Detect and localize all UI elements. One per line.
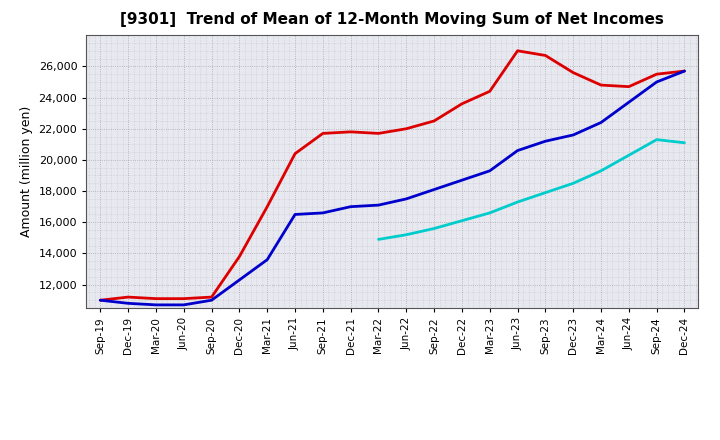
5 Years [235, 277, 243, 282]
3 Years [96, 297, 104, 303]
3 Years [263, 204, 271, 209]
3 Years [346, 129, 355, 135]
5 Years [569, 132, 577, 138]
5 Years [374, 202, 383, 208]
3 Years [179, 296, 188, 301]
3 Years [430, 118, 438, 124]
3 Years [624, 84, 633, 89]
3 Years [485, 89, 494, 94]
5 Years [346, 204, 355, 209]
5 Years [485, 168, 494, 173]
5 Years [597, 120, 606, 125]
3 Years [541, 53, 550, 58]
5 Years [513, 148, 522, 153]
Y-axis label: Amount (million yen): Amount (million yen) [20, 106, 33, 237]
3 Years [569, 70, 577, 75]
7 Years [485, 210, 494, 216]
5 Years [96, 297, 104, 303]
Title: [9301]  Trend of Mean of 12-Month Moving Sum of Net Incomes: [9301] Trend of Mean of 12-Month Moving … [120, 12, 665, 27]
7 Years [374, 237, 383, 242]
5 Years [152, 302, 161, 308]
Line: 7 Years: 7 Years [379, 139, 685, 239]
3 Years [374, 131, 383, 136]
5 Years [179, 302, 188, 308]
5 Years [263, 257, 271, 262]
3 Years [235, 254, 243, 259]
3 Years [458, 101, 467, 106]
Line: 5 Years: 5 Years [100, 71, 685, 305]
5 Years [458, 177, 467, 183]
5 Years [318, 210, 327, 216]
3 Years [124, 294, 132, 300]
5 Years [291, 212, 300, 217]
7 Years [652, 137, 661, 142]
3 Years [513, 48, 522, 53]
5 Years [680, 68, 689, 73]
5 Years [624, 99, 633, 105]
5 Years [652, 79, 661, 84]
7 Years [680, 140, 689, 145]
7 Years [513, 199, 522, 205]
7 Years [597, 168, 606, 173]
7 Years [569, 181, 577, 186]
5 Years [430, 187, 438, 192]
7 Years [430, 226, 438, 231]
Line: 3 Years: 3 Years [100, 51, 685, 300]
3 Years [402, 126, 410, 132]
3 Years [318, 131, 327, 136]
7 Years [458, 218, 467, 224]
3 Years [652, 72, 661, 77]
7 Years [402, 232, 410, 237]
7 Years [541, 190, 550, 195]
3 Years [680, 68, 689, 73]
7 Years [624, 153, 633, 158]
3 Years [291, 151, 300, 156]
5 Years [207, 297, 216, 303]
3 Years [207, 294, 216, 300]
3 Years [597, 82, 606, 88]
5 Years [402, 196, 410, 202]
5 Years [124, 301, 132, 306]
3 Years [152, 296, 161, 301]
Legend: 3 Years, 5 Years, 7 Years, 10 Years: 3 Years, 5 Years, 7 Years, 10 Years [188, 437, 597, 440]
5 Years [541, 139, 550, 144]
